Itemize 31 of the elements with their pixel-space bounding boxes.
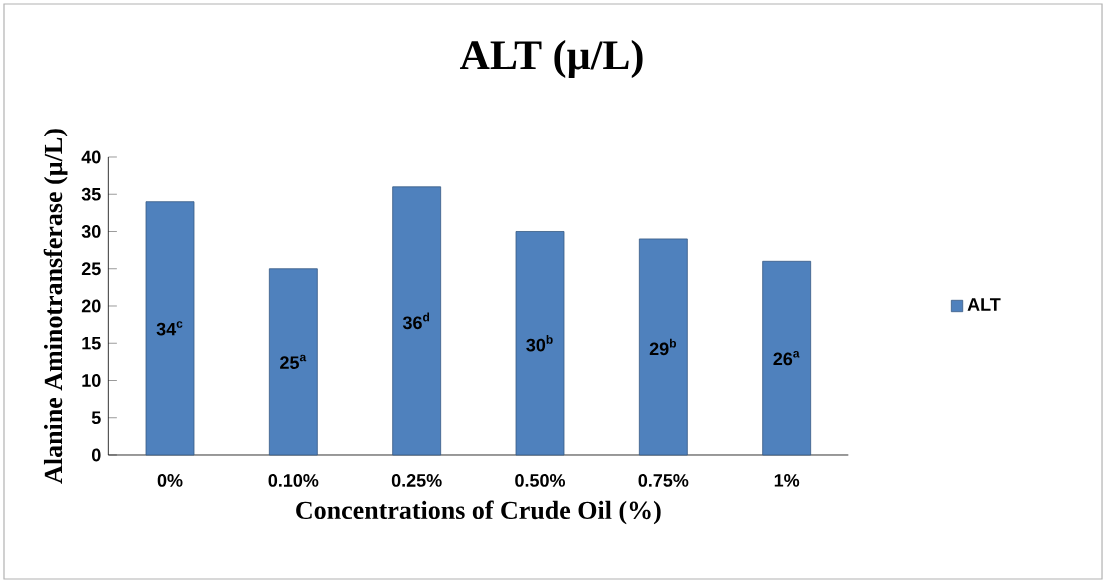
y-axis-title: Alanine Aminotransferase (µ/L) [43,129,68,484]
y-tick-label: 20 [81,299,101,313]
y-tick-label: 0 [91,448,101,462]
y-tick-label: 30 [81,225,101,238]
y-tick-label: 25 [81,262,101,276]
data-label: 26$^{a}$ [773,351,800,366]
data-label: 30$^{b}$ [526,334,553,352]
bar [268,268,318,456]
y-tick-label: 35 [81,187,101,201]
y-tick-label: 40 [81,150,101,164]
chart-title: ALT (µ/L) [459,39,643,79]
data-label: 29$^{b}$ [649,338,677,356]
x-tick-label: 1% [774,474,800,487]
bar [145,201,195,456]
bar [762,260,812,456]
bar [392,186,442,456]
bar [515,231,565,456]
y-tick-label: 10 [82,374,101,387]
y-tick-label: 5 [91,411,101,425]
x-tick-label: 0.10% [268,474,319,487]
x-tick-label: 0.25% [391,474,442,487]
x-tick-label: 0% [157,474,183,487]
data-label: 25$^{a}$ [280,354,307,370]
x-tick-label: 0.75% [638,474,689,487]
x-axis-title: Concentrations of Crude Oil (%) [296,500,661,525]
y-tick-label: 15 [82,336,101,350]
bar [638,238,688,456]
legend-label: ALT [967,298,1001,311]
x-tick-label: 0.50% [515,474,566,487]
data-label: 34$^{c}$ [156,321,183,336]
data-label: 36$^{d}$ [402,312,430,330]
